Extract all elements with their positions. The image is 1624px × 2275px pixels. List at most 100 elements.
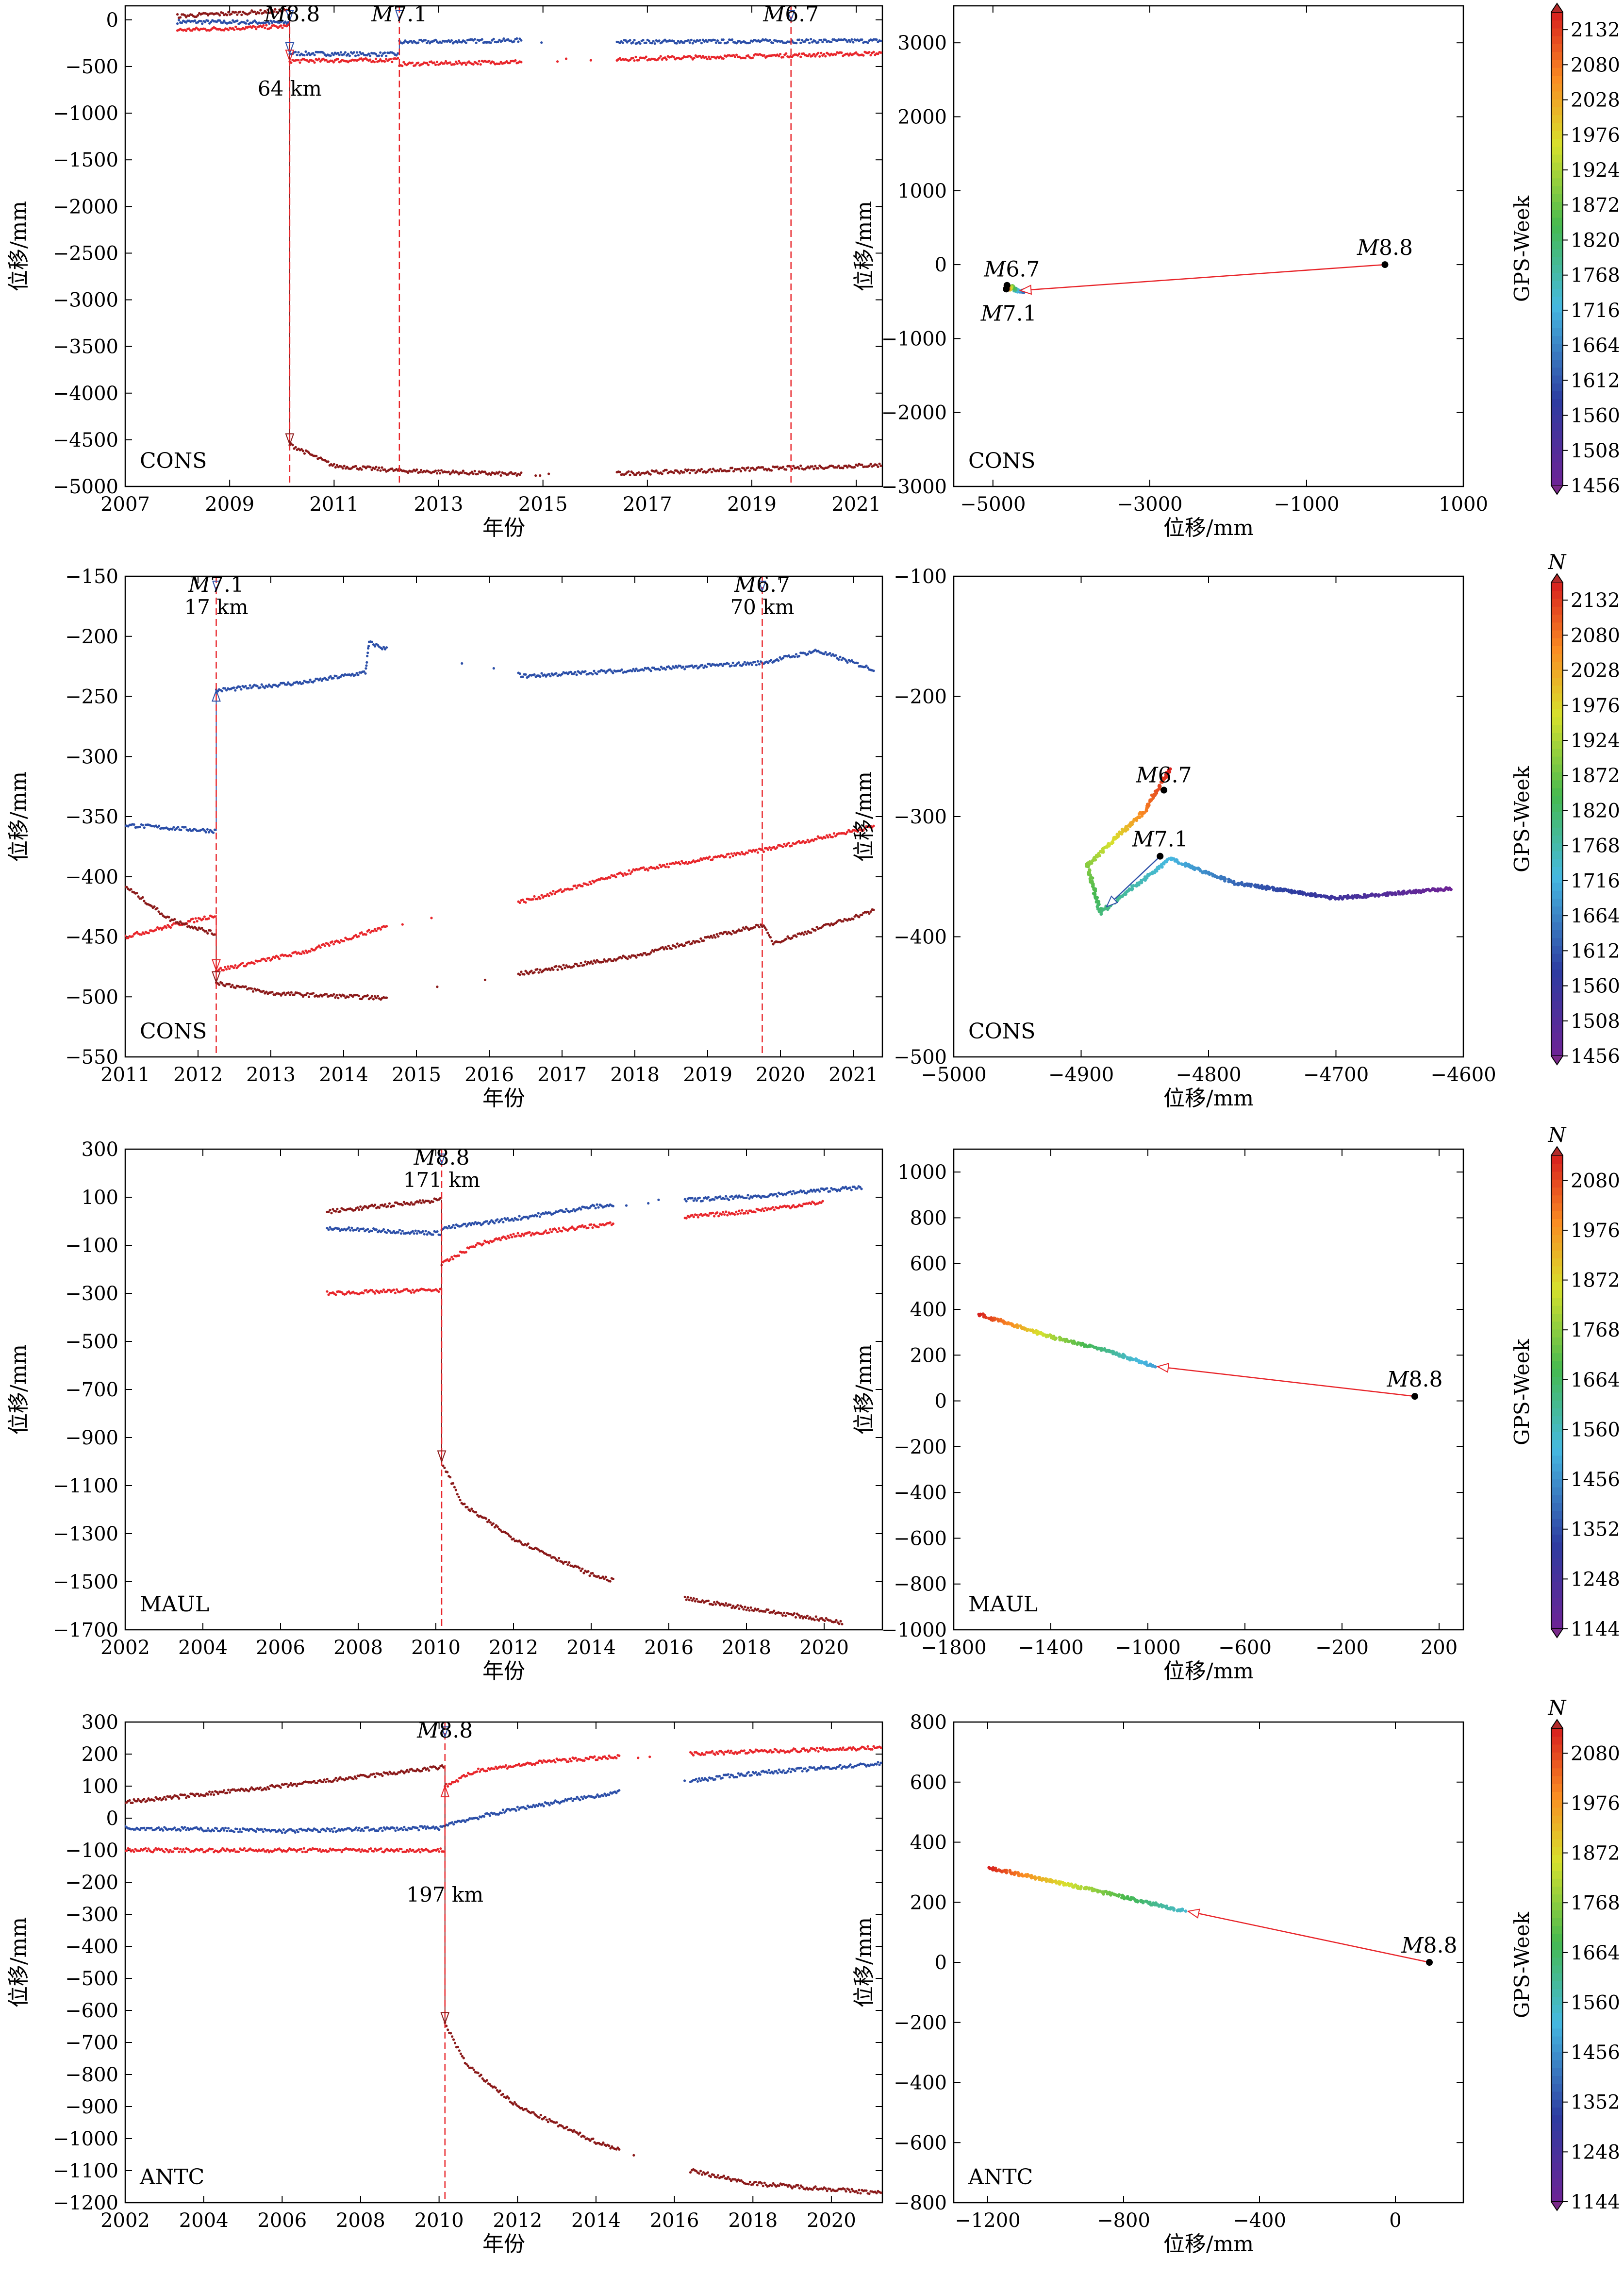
data-point [335,994,338,997]
data-point [150,1826,153,1829]
data-point [578,964,581,967]
data-point [263,686,266,689]
data-point [818,1767,821,1770]
data-point [358,1826,361,1829]
data-point [337,997,340,1000]
plot-area [125,1722,882,2203]
data-point [768,846,771,849]
data-point [234,987,237,989]
y-tick-label: 0 [106,1807,118,1830]
data-point [580,672,582,675]
data-point [595,1795,597,1798]
data-point [603,1577,606,1580]
data-point [554,1761,557,1764]
data-point [501,1808,504,1811]
data-point [313,1780,315,1783]
data-point [733,55,737,58]
x-tick-label: 2014 [319,1064,368,1086]
data-point [630,870,633,873]
data-point [683,1595,686,1598]
data-point [575,673,578,676]
data-point [469,1223,473,1226]
data-point [527,1542,530,1545]
data-point [367,928,370,931]
data-point [423,1766,426,1769]
data-point [499,1238,502,1241]
data-point [746,1606,749,1609]
data-point [665,947,668,950]
data-point [713,1753,717,1756]
data-point [567,1760,570,1763]
data-point [738,468,741,471]
data-point [728,1751,731,1754]
data-point [812,468,815,470]
data-point [436,986,439,988]
data-point [575,963,578,966]
data-point [719,55,722,58]
data-point [459,2052,463,2055]
data-point [457,1495,460,1498]
data-point [545,675,547,678]
data-point [522,1234,525,1237]
data-point [561,1230,563,1233]
data-point [695,1598,698,1601]
data-point [839,1620,842,1623]
data-point [658,57,661,60]
data-point [783,843,786,846]
data-point [746,1194,749,1197]
data-point [539,1759,542,1762]
data-point [767,848,770,851]
y-tick-label: 100 [82,1187,118,1209]
data-point [726,41,729,44]
data-point [456,41,459,44]
data-point [439,1197,442,1200]
data-point [328,944,331,947]
data-point [799,41,802,44]
data-point [753,926,756,929]
data-point [584,1225,587,1228]
data-point [603,669,606,672]
data-point [497,40,499,43]
data-point [473,469,476,473]
data-point [502,1221,505,1223]
data-point [400,1827,403,1830]
data-point [207,1793,210,1796]
data-point [434,63,437,66]
data-point [817,51,820,54]
data-point [735,53,738,56]
data-point [563,966,566,970]
y-tick-label: −200 [65,1872,118,1894]
y-tick-label: 200 [82,1743,118,1766]
data-point [848,1186,851,1189]
data-point [384,1828,387,1831]
data-point [644,952,646,954]
data-point [686,862,689,865]
data-point [590,1223,593,1226]
data-point [597,1575,600,1578]
data-point [375,466,378,468]
data-point [755,664,758,667]
data-point [566,1563,569,1566]
data-point [327,1293,330,1296]
data-point [565,1560,568,1563]
data-point [332,61,335,64]
data-point [160,912,163,915]
data-point [391,60,394,64]
data-point [698,39,701,42]
data-point [653,42,656,45]
data-point [589,59,592,62]
data-point [576,1795,579,1798]
y-tick-label: −600 [65,2000,118,2022]
data-point [266,1786,269,1789]
data-point [284,993,287,996]
y-tick-label: −200 [65,626,118,648]
data-point [639,42,642,45]
data-point [375,53,378,56]
data-point [358,1208,361,1211]
data-point [163,1795,166,1799]
data-point [381,1290,384,1293]
data-point [791,55,794,58]
y-tick-label: −500 [65,986,118,1008]
data-point [426,1767,429,1770]
y-tick-label: −300 [65,1283,118,1305]
